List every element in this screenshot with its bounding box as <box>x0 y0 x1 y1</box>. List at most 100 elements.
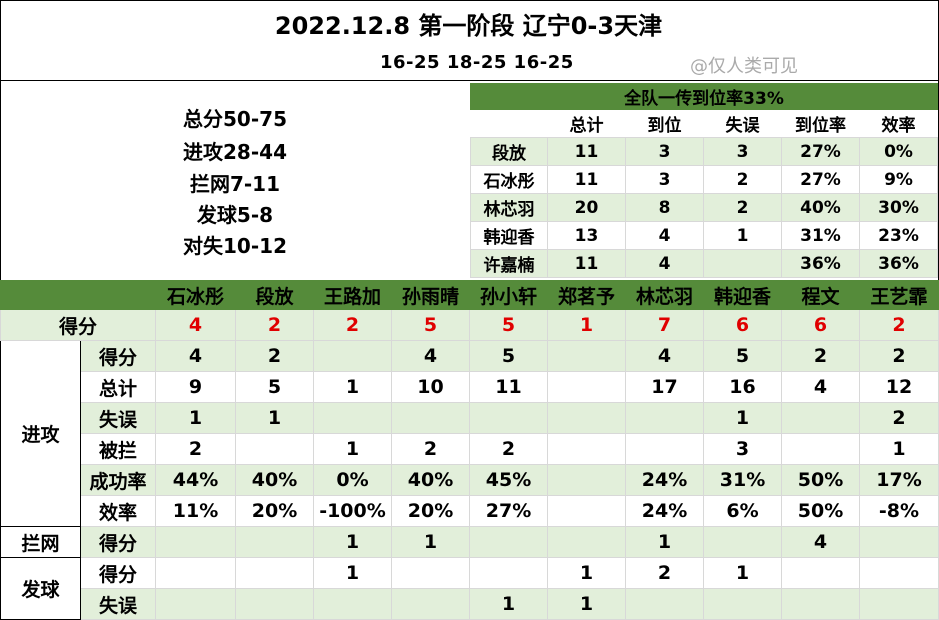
pass-header-blank <box>471 110 548 138</box>
stat-cell <box>781 557 860 589</box>
stat-cell <box>391 557 470 589</box>
stat-cell: 1 <box>469 588 548 620</box>
stat-cell <box>781 588 860 620</box>
stat-row-label: 总计 <box>80 371 156 403</box>
stat-cell: 1 <box>547 588 626 620</box>
watermark: @仅人类可见 <box>690 56 798 77</box>
stat-row: 失误 1 1 <box>1 588 939 620</box>
stat-group-label: 进攻 <box>0 340 81 527</box>
pass-cell: 36% <box>858 249 939 278</box>
stat-cell: 45% <box>469 464 548 496</box>
stat-cell: 2 <box>155 433 236 465</box>
stat-cell <box>859 526 939 558</box>
pass-player-name: 韩迎香 <box>470 221 548 250</box>
stat-cell: 5 <box>469 340 548 372</box>
pass-cell: 40% <box>781 193 860 222</box>
stat-row: 拦网 得分 1 1 1 4 <box>0 526 939 558</box>
pass-player-name: 段放 <box>470 137 548 166</box>
stat-cell <box>235 433 314 465</box>
stat-cell: 27% <box>469 495 548 527</box>
stat-cell: 1 <box>313 526 392 558</box>
stat-row: 进攻 得分 4 2 4 5 4 5 2 2 <box>0 340 939 527</box>
pass-cell: 11 <box>547 165 626 194</box>
stat-cell <box>391 588 470 620</box>
stat-cell <box>859 588 939 620</box>
pass-table-header-row: 总计 到位 失误 到位率 效率 <box>471 110 938 138</box>
pass-cell: 0% <box>858 137 939 166</box>
pass-cell: 2 <box>703 165 782 194</box>
player-name-header: 石冰彤 <box>155 280 236 310</box>
total-score-cell: 6 <box>703 309 782 341</box>
stat-cell: 10 <box>391 371 470 403</box>
stat-cell: 5 <box>235 371 314 403</box>
pass-cell: 4 <box>625 249 704 278</box>
stat-cell: 24% <box>625 495 704 527</box>
stat-cell <box>703 588 782 620</box>
pass-table-row: 石冰彤 11 3 2 27% 9% <box>470 165 939 194</box>
total-score-cell: 2 <box>859 309 939 341</box>
stat-cell: 6% <box>703 495 782 527</box>
pass-cell: 13 <box>547 221 626 250</box>
pass-cell: 36% <box>781 249 860 278</box>
stat-cell <box>547 371 626 403</box>
pass-cell: 2 <box>703 193 782 222</box>
stat-cell: -8% <box>859 495 939 527</box>
pass-cell: 11 <box>547 249 626 278</box>
stat-cell <box>781 433 860 465</box>
stat-cell <box>235 557 314 589</box>
stat-row: 成功率 44% 40% 0% 40% 45% 24% 31% 50% 17% <box>1 464 939 496</box>
pass-cell: 8 <box>625 193 704 222</box>
pass-table-row: 林芯羽 20 8 2 40% 30% <box>470 193 939 222</box>
pass-player-name: 许嘉楠 <box>470 249 548 278</box>
stat-cell <box>155 526 236 558</box>
pass-column-header: 失误 <box>725 116 760 136</box>
stat-cell <box>625 588 704 620</box>
set-scores: 16-25 18-25 16-25 <box>380 52 574 73</box>
stat-cell: 9 <box>155 371 236 403</box>
player-name-header: 孙小轩 <box>469 280 548 310</box>
stat-cell: 1 <box>547 557 626 589</box>
total-score-cell: 7 <box>625 309 704 341</box>
stat-row: 效率 11% 20% -100% 20% 27% 24% 6% 50% -8% <box>1 495 939 527</box>
stat-cell: 2 <box>781 340 860 372</box>
match-title: 2022.12.8 第一阶段 辽宁0-3天津 <box>274 12 663 40</box>
player-name-header: 韩迎香 <box>703 280 782 310</box>
pass-column-header: 总计 <box>569 116 604 136</box>
stat-cell: 2 <box>625 557 704 589</box>
total-score-cell: 6 <box>781 309 860 341</box>
summary-block: 拦网7-11 <box>189 172 281 196</box>
stat-cell: 50% <box>781 495 860 527</box>
player-name-header: 段放 <box>235 280 314 310</box>
stat-cell <box>469 557 548 589</box>
summary-attack: 进攻28-44 <box>183 140 287 164</box>
stat-cell: 1 <box>313 433 392 465</box>
summary-errors: 对失10-12 <box>183 234 287 258</box>
stat-row: 失误 1 1 1 2 <box>1 402 939 434</box>
summary-serve: 发球5-8 <box>196 203 274 227</box>
stat-group-label: 发球 <box>0 557 81 620</box>
player-name-header: 王路加 <box>313 280 392 310</box>
pass-cell: 27% <box>781 137 860 166</box>
total-score-row: 得分 4 2 2 5 5 1 7 6 6 2 <box>0 309 939 341</box>
stat-cell <box>547 464 626 496</box>
stat-row: 总计 9 5 1 10 11 17 16 4 12 <box>1 371 939 403</box>
stat-cell <box>547 526 626 558</box>
header-blank <box>0 280 81 310</box>
stat-cell <box>235 526 314 558</box>
stat-cell: 20% <box>235 495 314 527</box>
pass-table-row: 韩迎香 13 4 1 31% 23% <box>470 221 939 250</box>
stat-cell: 5 <box>703 340 782 372</box>
stat-cell <box>547 433 626 465</box>
stat-group-label: 拦网 <box>0 526 81 558</box>
stat-cell <box>547 340 626 372</box>
player-header-row: 石冰彤 段放 王路加 孙雨晴 孙小轩 郑茗予 林芯羽 韩迎香 程文 王艺霏 <box>0 280 939 310</box>
stat-cell: 17 <box>625 371 704 403</box>
stat-cell: 0% <box>313 464 392 496</box>
pass-cell: 30% <box>858 193 939 222</box>
pass-cell: 27% <box>781 165 860 194</box>
stat-cell <box>155 557 236 589</box>
stat-cell: 31% <box>703 464 782 496</box>
stat-row: 发球 得分 1 1 2 1 <box>0 557 939 620</box>
pass-cell: 31% <box>781 221 860 250</box>
stat-row-label: 效率 <box>80 495 156 527</box>
